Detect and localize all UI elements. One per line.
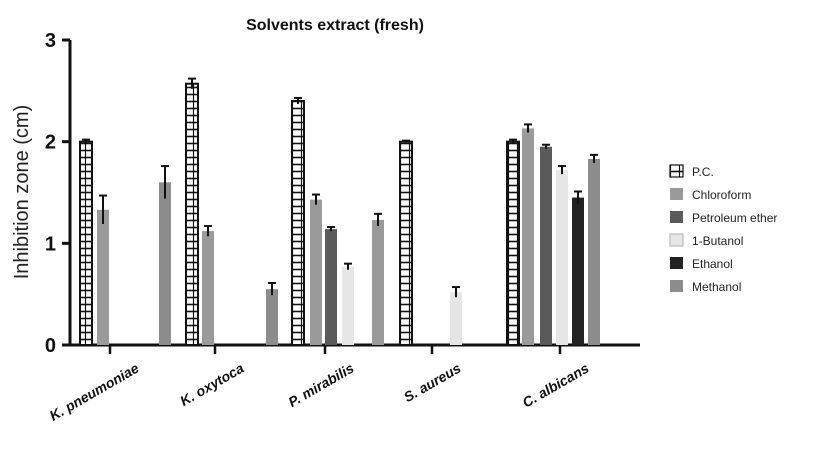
bar-p-c--5 [506,140,520,346]
bar-p-c--1 [79,140,93,346]
bar-p-c--2 [185,82,199,346]
bar-1-butanol-5 [556,170,568,345]
legend-swatch-methanol [670,280,683,292]
legend-swatch-p-c- [669,164,684,178]
bar-1-butanol-3 [342,266,354,345]
legend-label: P.C. [692,165,714,179]
legend-swatch-petroleum-ether [670,211,683,223]
bar-ethanol-5 [572,197,584,345]
bar-chloroform-4 [372,219,384,345]
bar-petroleum-ether-3 [325,229,337,345]
y-tick-label: 0 [45,335,56,357]
legend-swatch-ethanol [670,257,683,269]
x-tick-label: K. oxytoca [177,360,246,409]
legend-label: 1-Butanol [692,234,743,248]
bar-p-c--4 [399,140,413,346]
bar-chloroform-1 [97,209,109,345]
y-tick-label: 2 [45,132,56,154]
bar-chloroform-3 [310,199,322,345]
y-tick-label: 1 [45,233,56,255]
legend-swatch-1-butanol [669,233,684,247]
x-tick-label: P. mirabilis [285,360,356,410]
x-tick-label: K. pneumoniae [47,360,142,424]
legend-label: Methanol [692,280,741,294]
legend-swatch-chloroform [670,188,683,200]
bar-methanol-1 [159,182,171,345]
bars [79,77,600,346]
bar-chloroform-5 [522,128,534,345]
bar-1-butanol-4 [450,292,462,345]
chart-title: Solvents extract (fresh) [246,17,424,34]
legend-label: Ethanol [692,257,733,271]
y-tick-label: 3 [45,30,56,52]
legend-label: Petroleum ether [692,211,777,225]
x-tick-label: S. aureus [401,360,464,405]
legend: P.C. Chloroform Petroleum ether 1-Butanol Et… [669,164,777,294]
x-tick-label: C. albicans [519,360,591,411]
bar-petroleum-ether-5 [540,146,552,345]
y-axis-label: Inhibition zone (cm) [11,105,33,280]
bar-methanol-5 [588,158,600,345]
bar-methanol-2 [266,289,278,345]
bar-p-c--3 [291,100,305,346]
bar-chloroform-2 [202,231,214,345]
legend-label: Chloroform [692,188,751,202]
